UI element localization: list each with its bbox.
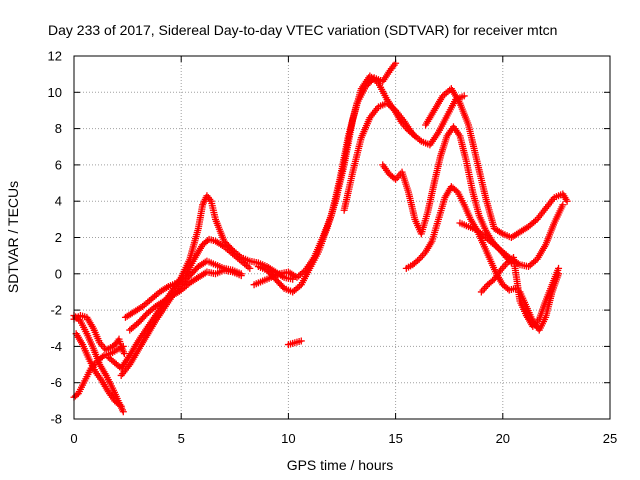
y-tick-label: -8 — [50, 412, 62, 427]
series-track-16 — [456, 201, 567, 271]
y-tick-label: 4 — [55, 194, 62, 209]
axis-ticks: 0 5 10 15 20 25 -8 -6 -4 -2 0 2 4 6 8 10 12 — [48, 49, 618, 447]
series-track-18 — [516, 270, 563, 334]
series-track-13 — [379, 123, 515, 267]
data-point — [117, 402, 125, 410]
x-tick-label: 5 — [178, 431, 185, 446]
series-track-10 — [250, 59, 400, 289]
y-tick-label: -4 — [50, 339, 62, 354]
data-point — [559, 201, 567, 209]
x-tick-label: 20 — [496, 431, 510, 446]
data-point — [504, 285, 512, 293]
data-point — [563, 197, 571, 205]
y-tick-label: 12 — [48, 49, 62, 64]
data-point — [119, 408, 127, 416]
series-track-8 — [126, 266, 245, 334]
data-point — [120, 350, 128, 358]
series-track-14 — [402, 183, 520, 294]
x-tick-label: 25 — [603, 431, 617, 446]
x-axis-title: GPS time / hours — [287, 457, 394, 473]
data-point — [203, 237, 211, 245]
y-axis-title: SDTVAR / TECUs — [5, 181, 21, 293]
y-tick-label: 8 — [55, 121, 62, 136]
series-track-12 — [284, 337, 305, 349]
data-point — [98, 353, 106, 361]
data-point — [237, 272, 245, 280]
series-track-11 — [340, 92, 468, 214]
y-tick-label: -2 — [50, 303, 62, 318]
x-tick-label: 0 — [70, 431, 77, 446]
chart-title: Day 233 of 2017, Sidereal Day-to-day VTE… — [48, 22, 557, 38]
data-point — [246, 264, 254, 272]
x-tick-label: 15 — [388, 431, 402, 446]
data-point — [119, 342, 127, 350]
data-point — [279, 283, 287, 291]
series-track-4 — [72, 330, 125, 410]
grid — [74, 56, 610, 419]
data-point — [116, 401, 124, 409]
y-tick-label: -6 — [50, 375, 62, 390]
data-point — [297, 337, 305, 345]
data-points — [70, 59, 571, 416]
x-tick-label: 10 — [281, 431, 295, 446]
y-tick-label: 0 — [55, 266, 62, 281]
y-tick-label: 10 — [48, 85, 62, 100]
y-tick-label: 6 — [55, 157, 62, 172]
data-point — [460, 92, 468, 100]
data-point — [555, 270, 563, 278]
series-track-15 — [422, 85, 571, 241]
y-tick-label: 2 — [55, 230, 62, 245]
data-point — [414, 257, 422, 265]
